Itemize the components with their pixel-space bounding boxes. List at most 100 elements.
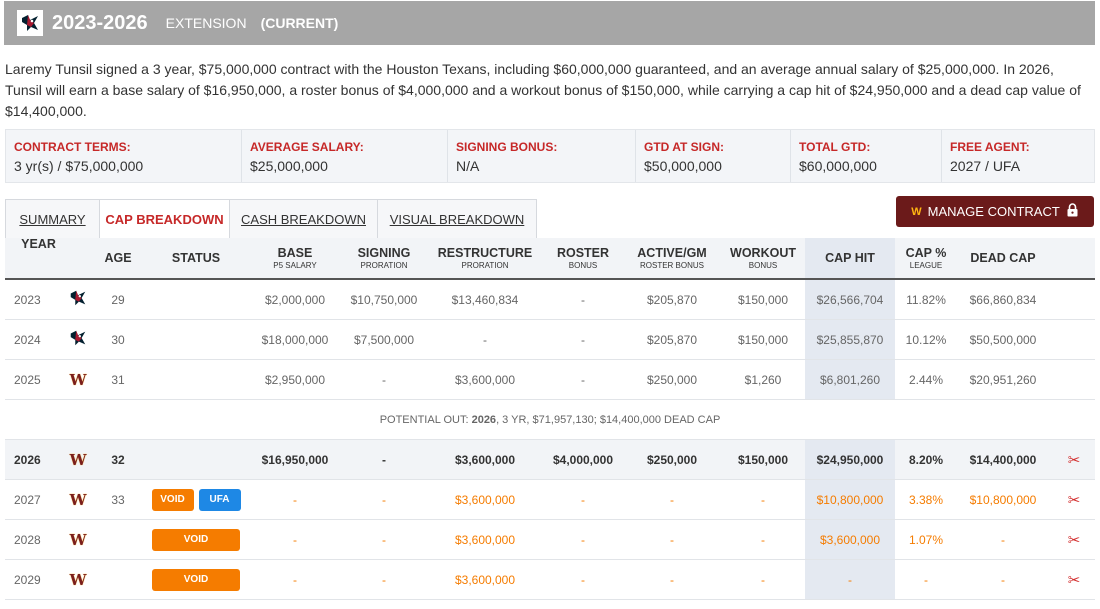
cell-age: [93, 520, 143, 559]
value-base: -: [293, 492, 297, 507]
term-value: 2027 / UFA: [950, 158, 1021, 174]
table-header-row: YEAR AGE STATUS BASE P5 SALARY SIGNING PRORATI…: [5, 238, 1095, 280]
column-header-label: BASE: [277, 245, 313, 260]
cell-dead-cap: -: [957, 560, 1049, 599]
cell-team: [63, 320, 93, 359]
commanders-w-logo-icon: W: [69, 490, 87, 509]
value-dead-cap: $10,800,000: [969, 492, 1037, 507]
tab-cash-breakdown[interactable]: CASH BREAKDOWN: [230, 200, 378, 239]
cell-workout: -: [721, 560, 805, 599]
tab-visual-breakdown[interactable]: VISUAL BREAKDOWN: [389, 212, 525, 227]
void-badge: VOID: [152, 528, 240, 551]
cell-active: $205,870: [623, 320, 721, 359]
term-label: SIGNING BONUS:: [456, 140, 558, 154]
cell-team: W: [63, 520, 93, 559]
manage-contract-label: MANAGE CONTRACT: [927, 204, 1060, 219]
cell-base: -: [249, 520, 341, 559]
value-cap-pct: 1.07%: [908, 532, 944, 547]
term-signing-bonus: SIGNING BONUS: N/A: [448, 130, 636, 182]
commanders-w-logo-icon: W: [911, 205, 922, 218]
value-workout: $150,000: [737, 332, 789, 347]
value-restructure: $3,600,000: [454, 452, 516, 467]
cut-player-button[interactable]: ✂: [1057, 440, 1091, 479]
column-header-sublabel: PRORATION: [461, 260, 509, 270]
column-header-roster: ROSTER BONUS: [543, 238, 623, 278]
value-restructure: $3,600,000: [454, 572, 516, 587]
cell-workout: -: [721, 520, 805, 559]
term-value: $25,000,000: [250, 158, 328, 174]
column-header-sublabel: P5 SALARY: [273, 260, 317, 270]
tab-cap-breakdown[interactable]: CAP BREAKDOWN: [100, 200, 230, 239]
scissors-icon: ✂: [1067, 451, 1081, 469]
cell-signing: -: [341, 520, 427, 559]
column-header-dead-cap: DEAD CAP: [957, 238, 1049, 278]
cell-base: $16,950,000: [249, 440, 341, 479]
potential-out-detail: , 3 YR, $71,957,130; $14,400,000 DEAD CA…: [496, 413, 721, 426]
cell-cap-pct: 3.38%: [895, 480, 957, 519]
texans-logo-icon: [17, 10, 43, 36]
contract-status: (CURRENT): [260, 15, 339, 31]
cell-cap-hit: $26,566,704: [805, 280, 895, 319]
cell-cap-hit: $25,855,870: [805, 320, 895, 359]
column-header-label: SIGNING: [357, 245, 411, 260]
tab-summary[interactable]: SUMMARY: [6, 200, 100, 239]
value-year: 2028: [14, 532, 41, 547]
cell-dead-cap: $66,860,834: [957, 280, 1049, 319]
column-header-status: STATUS: [143, 238, 249, 278]
cell-cap-hit: $10,800,000: [805, 480, 895, 519]
cell-active: -: [623, 480, 721, 519]
cell-signing: -: [341, 440, 427, 479]
cell-signing: $10,750,000: [341, 280, 427, 319]
value-cap-hit: $24,950,000: [816, 452, 884, 467]
cell-cap-pct: 8.20%: [895, 440, 957, 479]
value-active: -: [670, 532, 674, 547]
cut-player-button[interactable]: ✂: [1057, 520, 1091, 559]
column-header-active: ACTIVE/GM ROSTER BONUS: [623, 238, 721, 278]
cell-year: 2029: [5, 560, 63, 599]
cell-status: VOID: [143, 560, 249, 599]
cut-player-button[interactable]: ✂: [1057, 560, 1091, 599]
cell-team: W: [63, 360, 93, 399]
cell-signing: -: [341, 360, 427, 399]
cell-dead-cap: $50,500,000: [957, 320, 1049, 359]
cell-team: W: [63, 480, 93, 519]
cell-active: $205,870: [623, 280, 721, 319]
commanders-w-logo-icon: W: [69, 530, 87, 549]
value-cap-pct: 3.38%: [908, 492, 944, 507]
column-header-label: RESTRUCTURE: [437, 245, 533, 260]
cell-active: $250,000: [623, 440, 721, 479]
value-cap-hit: $3,600,000: [819, 532, 881, 547]
value-active: $205,870: [646, 332, 698, 347]
term-free-agent: FREE AGENT: 2027 / UFA: [942, 130, 1094, 182]
term-value: $60,000,000: [799, 158, 877, 174]
cell-dead-cap: $10,800,000: [957, 480, 1049, 519]
term-average-salary: AVERAGE SALARY: $25,000,000: [242, 130, 448, 182]
value-dead-cap: -: [1001, 572, 1005, 587]
cell-signing: $7,500,000: [341, 320, 427, 359]
value-restructure: -: [483, 332, 487, 347]
table-row: 2029 W VOID - - $3,600,000 - - - - - - ✂: [5, 560, 1095, 600]
cell-roster: -: [543, 280, 623, 319]
cell-restructure: $13,460,834: [427, 280, 543, 319]
column-header-label: DEAD CAP: [970, 250, 1036, 265]
value-age: 29: [111, 292, 125, 307]
value-base: -: [293, 572, 297, 587]
cut-player-button[interactable]: ✂: [1057, 480, 1091, 519]
cell-age: 29: [93, 280, 143, 319]
column-header-sublabel: PRORATION: [360, 260, 408, 270]
value-cap-pct: 10.12%: [905, 332, 947, 347]
cell-active: $250,000: [623, 360, 721, 399]
value-dead-cap: -: [1001, 532, 1005, 547]
potential-out-year: 2026: [471, 413, 497, 426]
value-dead-cap: $50,500,000: [969, 332, 1037, 347]
value-year: 2023: [14, 292, 41, 307]
value-base: -: [293, 532, 297, 547]
cell-age: 31: [93, 360, 143, 399]
value-year: 2024: [14, 332, 41, 347]
table-row: 2028 W VOID - - $3,600,000 - - - $3,600,000 1.07% -…: [5, 520, 1095, 560]
manage-contract-button[interactable]: W MANAGE CONTRACT: [896, 196, 1094, 227]
value-signing: -: [382, 452, 386, 467]
value-workout: -: [761, 492, 765, 507]
column-header-sublabel: ROSTER BONUS: [639, 260, 704, 270]
value-cap-hit: $6,801,260: [819, 372, 881, 387]
